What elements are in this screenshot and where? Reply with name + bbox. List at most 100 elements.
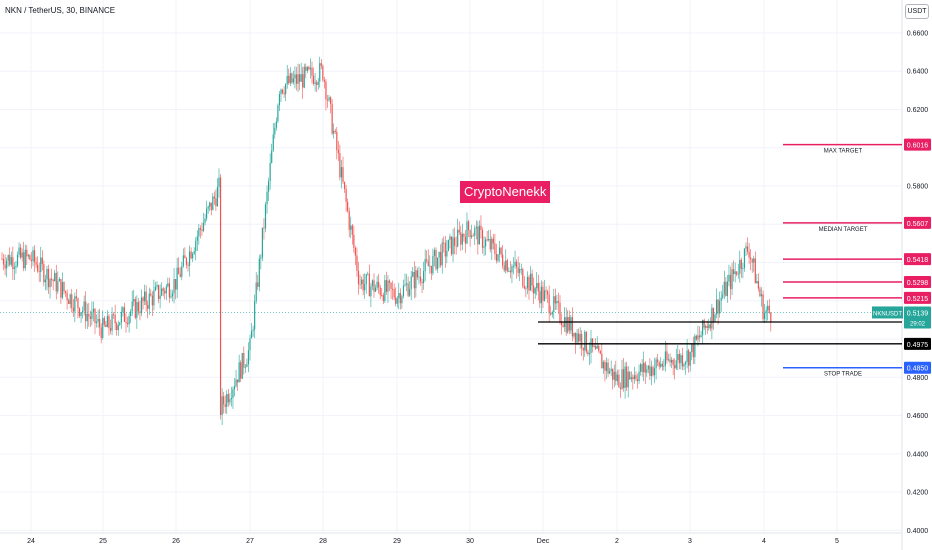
candle-body	[533, 285, 535, 294]
candle-body	[68, 300, 70, 305]
candle-body	[678, 353, 680, 364]
level-price-tag	[904, 361, 931, 374]
candle-body	[71, 294, 73, 308]
candle-body	[275, 121, 277, 128]
level-price-text: 0.4850	[907, 366, 929, 373]
candle-body	[283, 92, 285, 95]
candle-body	[728, 274, 730, 282]
candle-body	[590, 338, 592, 353]
candle-body	[576, 333, 578, 343]
candle-body	[694, 335, 696, 358]
candle-body	[137, 302, 139, 312]
candle-body	[292, 78, 294, 83]
candle-body	[274, 127, 276, 135]
candle-body	[481, 229, 484, 248]
candle-body	[176, 267, 178, 290]
candle-body	[492, 238, 494, 244]
candle-body	[488, 238, 490, 241]
candle-body	[331, 103, 333, 134]
candle-body	[436, 257, 439, 270]
candle-body	[554, 296, 556, 304]
candle-body	[725, 281, 727, 296]
candle-body	[278, 94, 281, 106]
currency-button[interactable]: USDT	[905, 4, 929, 19]
candle-body	[466, 221, 468, 244]
candle-body	[464, 236, 467, 244]
candle-body	[737, 273, 739, 275]
candle-body	[47, 268, 50, 288]
candle-body	[353, 234, 355, 248]
candle-body	[768, 305, 770, 313]
candle-body	[198, 228, 200, 237]
candle-body	[387, 280, 389, 292]
candle-body	[415, 270, 417, 289]
candle-body	[426, 259, 428, 261]
price-axis-label: 0.4600	[907, 413, 929, 420]
candle-body	[302, 74, 304, 88]
time-axis[interactable]: 24 25 26 27 28 29 30 Dec 2 3 4 5	[27, 538, 839, 545]
candle-body	[643, 362, 645, 373]
candle-body	[388, 280, 391, 283]
candle-body	[188, 251, 191, 266]
candle-body	[461, 233, 463, 245]
candle-body	[241, 352, 243, 379]
candle-body	[100, 327, 102, 338]
candle-body	[649, 365, 651, 376]
candle-body	[113, 314, 115, 315]
candle-body	[739, 259, 741, 274]
candle-body	[223, 396, 225, 405]
candle-body	[272, 134, 274, 151]
candle-body	[351, 225, 353, 235]
candle-body	[616, 374, 618, 382]
candle-body	[286, 75, 288, 85]
candle-body	[512, 265, 515, 267]
price-axis[interactable]: 0.60160.56070.54180.52980.52150.50890.49…	[904, 30, 931, 535]
candle-body	[43, 264, 45, 283]
candle-body	[51, 278, 53, 280]
candle-body	[574, 332, 577, 343]
candle-body	[547, 291, 549, 295]
candle-body	[367, 273, 369, 275]
candle-body	[708, 324, 710, 329]
candle-body	[529, 273, 532, 291]
candle-body	[542, 286, 544, 301]
candle-body	[61, 282, 64, 298]
candle-body	[201, 229, 203, 231]
candle-body	[633, 375, 635, 380]
candle-body	[757, 281, 759, 289]
candle-body	[460, 232, 462, 245]
time-axis-label: 4	[762, 538, 766, 545]
candle-body	[342, 167, 344, 182]
candle-body	[509, 270, 511, 273]
candle-body	[157, 285, 160, 299]
candle-body	[252, 329, 254, 331]
candle-body	[709, 324, 711, 329]
candle-body	[396, 298, 398, 304]
candle-body	[117, 325, 119, 331]
candle-body	[63, 282, 65, 292]
candle-body	[64, 291, 67, 293]
candle-body	[260, 257, 262, 259]
candle-body	[618, 374, 620, 388]
candle-body	[463, 233, 465, 237]
candle-body	[38, 271, 40, 273]
candle-body	[399, 293, 401, 304]
candle-body	[40, 257, 42, 273]
candle-body	[237, 379, 239, 383]
candle-body	[320, 63, 322, 66]
candle-body	[213, 196, 215, 199]
candle-body	[181, 266, 183, 277]
candle-body	[750, 257, 752, 260]
candle-body	[567, 317, 569, 333]
candle-body	[86, 314, 88, 322]
candle-body	[30, 259, 33, 262]
candle-body	[429, 265, 431, 267]
candle-body	[105, 324, 107, 327]
candle-body	[126, 322, 129, 325]
candle-body	[103, 317, 105, 325]
candle-body	[759, 288, 761, 297]
candle-body	[83, 301, 85, 311]
candle-body	[604, 361, 606, 371]
candle-body	[712, 307, 715, 322]
